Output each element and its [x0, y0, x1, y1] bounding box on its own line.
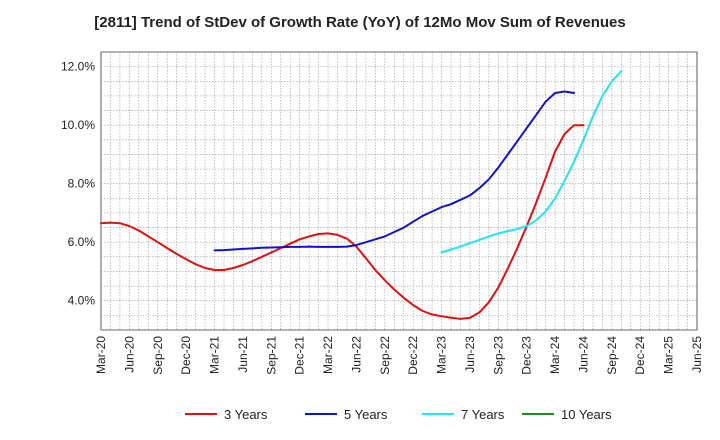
y-tick-label: 6.0% [68, 235, 96, 249]
x-tick-label: Jun-21 [236, 336, 250, 373]
legend-label: 10 Years [561, 407, 612, 422]
x-tick-label: Sep-20 [151, 336, 165, 375]
y-axis: 4.0% 6.0% 8.0% 10.0% 12.0% [61, 60, 95, 308]
x-tick-label: Jun-25 [690, 336, 704, 373]
x-tick-label: Dec-22 [406, 336, 420, 375]
x-tick-label: Dec-23 [520, 336, 534, 375]
legend-label: 5 Years [344, 407, 388, 422]
chart-title: [2811] Trend of StDev of Growth Rate (Yo… [94, 14, 626, 31]
y-tick-label: 12.0% [61, 60, 95, 74]
x-tick-label: Dec-21 [293, 336, 307, 375]
series-line-3-years [100, 124, 585, 320]
x-tick-label: Sep-22 [378, 336, 392, 375]
series-line-5-years [213, 90, 575, 252]
x-tick-label: Sep-21 [264, 336, 278, 375]
x-axis: Mar-20 Jun-20 Sep-20 Dec-20 Mar-21 Jun-21 Sep-… [94, 336, 704, 375]
series-layer [100, 70, 623, 320]
x-tick-label: Sep-23 [491, 336, 505, 375]
x-tick-label: Mar-25 [662, 336, 676, 374]
x-tick-label: Mar-22 [321, 336, 335, 374]
x-tick-label: Mar-23 [435, 336, 449, 374]
y-tick-label: 8.0% [68, 177, 96, 191]
x-tick-label: Mar-24 [548, 336, 562, 374]
x-tick-label: Dec-20 [179, 336, 193, 375]
x-tick-label: Mar-20 [94, 336, 108, 374]
x-tick-label: Jun-20 [122, 336, 136, 373]
x-tick-label: Jun-23 [463, 336, 477, 373]
y-tick-label: 4.0% [68, 294, 96, 308]
grid-layer [101, 51, 697, 331]
series-line-7-years [440, 70, 623, 254]
x-tick-label: Dec-24 [633, 336, 647, 375]
x-tick-label: Sep-24 [605, 336, 619, 375]
legend: 3 Years 5 Years 7 Years 10 Years [185, 407, 612, 422]
plot-frame [100, 51, 698, 331]
legend-label: 3 Years [224, 407, 268, 422]
x-tick-label: Jun-22 [349, 336, 363, 373]
x-tick-label: Jun-24 [576, 336, 590, 373]
y-tick-label: 10.0% [61, 118, 95, 132]
legend-label: 7 Years [461, 407, 505, 422]
x-tick-label: Mar-21 [208, 336, 222, 374]
